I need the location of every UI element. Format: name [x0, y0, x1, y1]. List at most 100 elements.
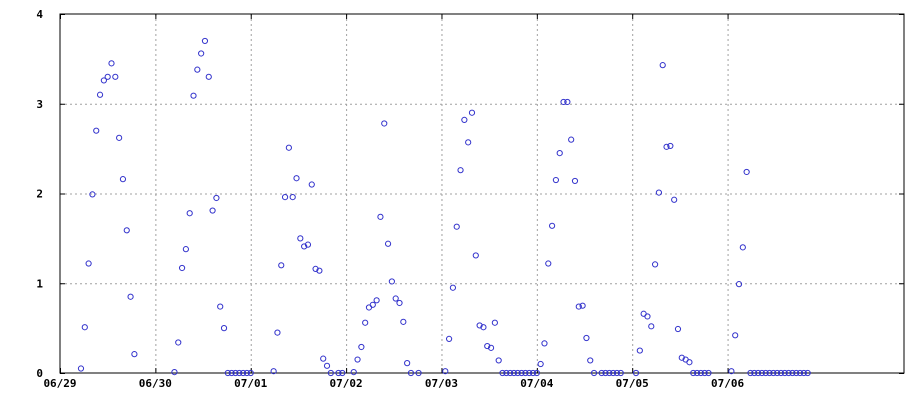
data-point — [457, 167, 464, 174]
data-point — [201, 37, 209, 45]
data-point — [127, 293, 134, 300]
data-point — [119, 176, 127, 183]
data-point — [190, 92, 197, 99]
data-point — [766, 369, 773, 377]
data-point — [442, 368, 449, 375]
data-point — [131, 351, 138, 358]
data-point — [602, 369, 609, 377]
x-tick-label: 07/05 — [616, 377, 649, 390]
data-point — [358, 343, 365, 351]
data-point — [116, 134, 123, 141]
data-point — [560, 98, 567, 106]
data-point — [243, 369, 251, 377]
data-point — [400, 318, 407, 325]
data-point — [198, 50, 205, 57]
data-point — [392, 295, 399, 302]
data-point — [369, 301, 376, 308]
data-point — [301, 243, 308, 250]
data-point — [81, 324, 88, 331]
x-tick-label: 07/03 — [425, 377, 458, 390]
x-tick-label: 07/01 — [234, 377, 267, 390]
data-point — [312, 265, 319, 272]
data-point — [667, 142, 674, 150]
data-point — [476, 322, 483, 329]
data-point — [472, 252, 479, 259]
data-point — [659, 62, 666, 69]
data-point — [240, 369, 247, 377]
data-point — [96, 91, 104, 98]
data-point — [108, 60, 115, 67]
data-point — [552, 176, 560, 184]
data-point — [781, 369, 788, 377]
data-point — [644, 313, 651, 320]
x-tick-label: 07/02 — [330, 377, 363, 390]
data-point — [754, 369, 762, 377]
data-point — [583, 334, 590, 342]
data-point — [285, 144, 292, 151]
data-point — [316, 267, 323, 274]
data-point — [701, 369, 708, 377]
data-point — [220, 325, 228, 332]
data-point — [274, 329, 281, 336]
data-point — [205, 73, 212, 80]
data-point — [655, 189, 663, 196]
data-point — [186, 210, 193, 217]
data-point — [564, 98, 571, 106]
data-point — [537, 360, 544, 368]
data-point — [507, 369, 514, 377]
data-point — [690, 369, 697, 377]
data-point — [518, 369, 525, 377]
data-point — [529, 369, 537, 377]
data-point — [308, 181, 315, 188]
data-point — [484, 342, 491, 350]
x-tick-label: 06/30 — [139, 377, 172, 390]
data-point — [388, 278, 395, 285]
data-point — [182, 246, 189, 253]
data-point — [461, 116, 468, 124]
data-point — [396, 299, 403, 307]
data-point — [590, 369, 598, 377]
data-point — [533, 369, 540, 377]
data-point — [236, 369, 243, 377]
data-point — [327, 369, 334, 377]
data-point — [377, 213, 384, 220]
data-point — [514, 369, 521, 377]
data-point — [93, 127, 100, 134]
data-point — [247, 369, 254, 377]
data-point — [785, 369, 792, 377]
data-point — [598, 369, 605, 377]
data-point — [548, 222, 556, 229]
data-point — [545, 260, 552, 267]
y-tick-label: 0 — [36, 367, 43, 380]
data-point — [804, 369, 811, 377]
data-point — [648, 323, 655, 330]
data-point — [636, 347, 643, 354]
data-point — [651, 261, 659, 268]
data-point — [449, 284, 457, 291]
data-point — [678, 354, 685, 361]
data-point — [270, 368, 277, 375]
data-point — [579, 302, 586, 309]
y-tick-label: 4 — [36, 8, 43, 21]
data-point — [320, 355, 327, 362]
data-point — [587, 357, 594, 364]
data-point — [697, 369, 704, 377]
data-point — [568, 136, 575, 143]
data-point — [123, 227, 130, 234]
data-point — [228, 369, 235, 377]
data-point — [503, 369, 510, 377]
grid-lines — [60, 14, 904, 373]
data-point — [487, 344, 495, 351]
data-point — [732, 332, 739, 339]
data-point — [735, 281, 743, 288]
data-point — [747, 369, 754, 377]
data-point — [728, 368, 735, 375]
data-point — [510, 369, 518, 377]
x-tick-label: 06/29 — [43, 377, 76, 390]
data-point — [480, 324, 487, 331]
data-point — [575, 303, 582, 310]
data-point — [663, 143, 670, 150]
data-point — [323, 362, 331, 369]
